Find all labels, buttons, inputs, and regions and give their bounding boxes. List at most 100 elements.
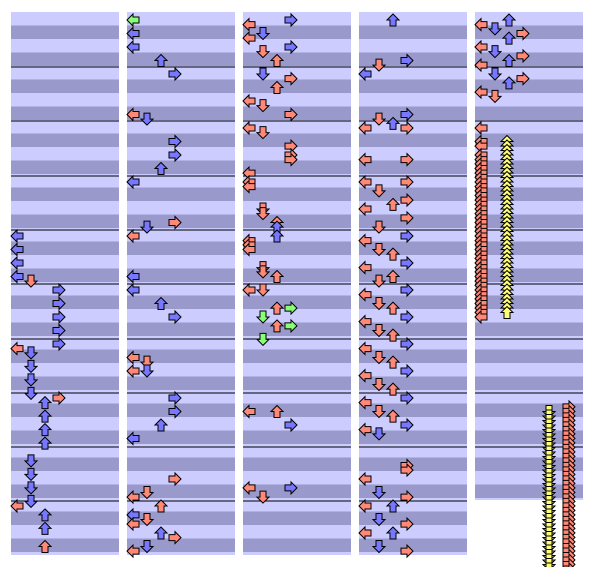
lane-stripe (359, 120, 467, 134)
lane-stripe (127, 525, 235, 539)
lane-stripe (127, 66, 235, 80)
lane-stripe (11, 525, 119, 539)
lane-stripe (243, 187, 351, 201)
lane-stripe (243, 295, 351, 309)
lane-stripe (127, 390, 235, 404)
lane-stripe (475, 147, 583, 161)
lane-stripe (243, 403, 351, 417)
lane-stripe (359, 484, 467, 498)
lane-stripe (243, 349, 351, 363)
lane-stripe (243, 484, 351, 498)
lane-stripe (359, 336, 467, 350)
lane-stripe (475, 120, 583, 134)
lane-stripe (359, 268, 467, 282)
lane-stripe (243, 66, 351, 80)
lane-stripe (11, 538, 119, 552)
lane-stripe (475, 39, 583, 53)
lane-stripe (127, 295, 235, 309)
lane-stripe (243, 268, 351, 282)
lane-stripe (359, 174, 467, 188)
lane-stripe (127, 25, 235, 39)
lane-stripe (127, 187, 235, 201)
lane-stripe (359, 52, 467, 66)
lane-stripe (243, 228, 351, 242)
lane-stripe (11, 282, 119, 296)
lane-stripe (127, 52, 235, 66)
lane-stripe (127, 282, 235, 296)
lane-stripe (475, 106, 583, 120)
lane-stripe (127, 403, 235, 417)
lane-stripe (475, 255, 583, 269)
lane-stripe (475, 201, 583, 215)
lane-stripe (359, 457, 467, 471)
lane-stripe (11, 457, 119, 471)
lane-stripe (359, 187, 467, 201)
lane-stripe (11, 187, 119, 201)
lane-stripe (243, 241, 351, 255)
lane-stripe (243, 52, 351, 66)
lane-stripe (127, 498, 235, 512)
lane-stripe (127, 160, 235, 174)
lane-stripe (127, 79, 235, 93)
lane-stripe (127, 201, 235, 215)
lane-stripe (359, 471, 467, 485)
lane-stripe (11, 241, 119, 255)
lane-stripe (359, 106, 467, 120)
lane-stripe (127, 133, 235, 147)
lane-stripe (359, 295, 467, 309)
lane-stripe (11, 268, 119, 282)
lane-stripe (359, 228, 467, 242)
lane-stripe (11, 160, 119, 174)
lane-stripe (11, 484, 119, 498)
lane-stripe (243, 39, 351, 53)
lane-stripe (359, 79, 467, 93)
lane-stripe (359, 376, 467, 390)
lane-stripe (359, 309, 467, 323)
lane-stripe (475, 133, 583, 147)
lane-stripe (475, 363, 583, 377)
lane-stripe (127, 106, 235, 120)
lane-stripe (359, 241, 467, 255)
lane-stripe (359, 282, 467, 296)
lane-stripe (243, 511, 351, 525)
lane-stripe (475, 498, 583, 500)
lane-stripe (127, 255, 235, 269)
lane-stripe (243, 538, 351, 552)
lane-stripe (127, 457, 235, 471)
lane-stripe (11, 322, 119, 336)
lane-stripe (359, 498, 467, 512)
lane-stripe (243, 471, 351, 485)
lane-stripe (243, 430, 351, 444)
lane-stripe (243, 376, 351, 390)
lane-stripe (11, 295, 119, 309)
lane-stripe (127, 39, 235, 53)
lane-stripe (11, 106, 119, 120)
lane-stripe (11, 403, 119, 417)
lane-stripe (475, 241, 583, 255)
lane-stripe (127, 552, 235, 555)
lane-stripe (359, 430, 467, 444)
lane-stripe (475, 66, 583, 80)
lane-stripe (475, 417, 583, 431)
lane-stripe (359, 214, 467, 228)
lane-stripe (243, 322, 351, 336)
lane-stripe (11, 39, 119, 53)
lane-stripe (11, 12, 119, 26)
lane-stripe (475, 93, 583, 107)
lane-stripe (11, 376, 119, 390)
lane-stripe (127, 174, 235, 188)
lane-stripe (475, 52, 583, 66)
lane-stripe (243, 120, 351, 134)
lane-stripe (475, 336, 583, 350)
lane-stripe (127, 363, 235, 377)
lane-stripe (359, 66, 467, 80)
lane-stripe (127, 268, 235, 282)
lane-stripe (127, 471, 235, 485)
lane-stripe (127, 93, 235, 107)
lane-stripe (243, 133, 351, 147)
lane-stripe (243, 93, 351, 107)
lane-stripe (359, 322, 467, 336)
lane-stripe (359, 255, 467, 269)
lane-stripe (359, 417, 467, 431)
lane-stripe (475, 457, 583, 471)
